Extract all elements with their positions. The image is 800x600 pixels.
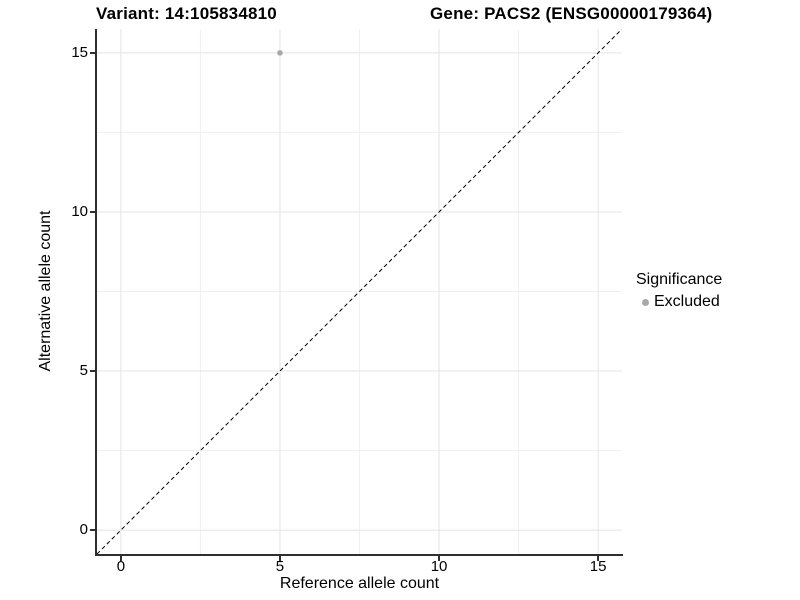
x-tick-label: 0 bbox=[116, 558, 126, 575]
x-tick-mark bbox=[438, 556, 441, 561]
x-tick-mark bbox=[597, 556, 600, 561]
y-tick-mark bbox=[90, 370, 95, 373]
legend-item-excluded: Excluded bbox=[636, 293, 722, 311]
y-tick-label: 15 bbox=[71, 43, 88, 61]
legend: Significance Excluded bbox=[636, 271, 722, 311]
y-tick-label: 5 bbox=[79, 362, 88, 380]
y-tick-mark bbox=[90, 529, 95, 532]
y-tick-label: 0 bbox=[79, 521, 88, 539]
y-axis-title: Alternative allele count bbox=[37, 210, 54, 372]
legend-title: Significance bbox=[636, 271, 723, 288]
y-tick-label: 10 bbox=[71, 202, 88, 220]
y-tick-mark bbox=[90, 51, 95, 54]
data-point bbox=[277, 50, 283, 56]
x-tick-label: 10 bbox=[430, 558, 448, 575]
legend-key bbox=[636, 298, 654, 306]
y-tick-mark bbox=[90, 210, 95, 213]
plot-title-gene: Gene: PACS2 (ENSG00000179364) bbox=[430, 4, 713, 23]
panel-canvas bbox=[97, 29, 622, 554]
x-axis-title: Reference allele count bbox=[279, 575, 440, 592]
excluded-point-icon bbox=[641, 298, 649, 306]
y-axis-line bbox=[95, 29, 97, 556]
x-tick-mark bbox=[278, 556, 281, 561]
plot-panel bbox=[97, 29, 622, 554]
plot-title-variant: Variant: 14:105834810 bbox=[96, 4, 277, 23]
x-axis-line bbox=[95, 554, 623, 556]
x-tick-label: 15 bbox=[589, 558, 607, 575]
x-tick-label: 5 bbox=[275, 558, 285, 575]
x-tick-mark bbox=[119, 556, 122, 561]
legend-item-label: Excluded bbox=[654, 293, 720, 310]
identity-line bbox=[97, 29, 622, 554]
